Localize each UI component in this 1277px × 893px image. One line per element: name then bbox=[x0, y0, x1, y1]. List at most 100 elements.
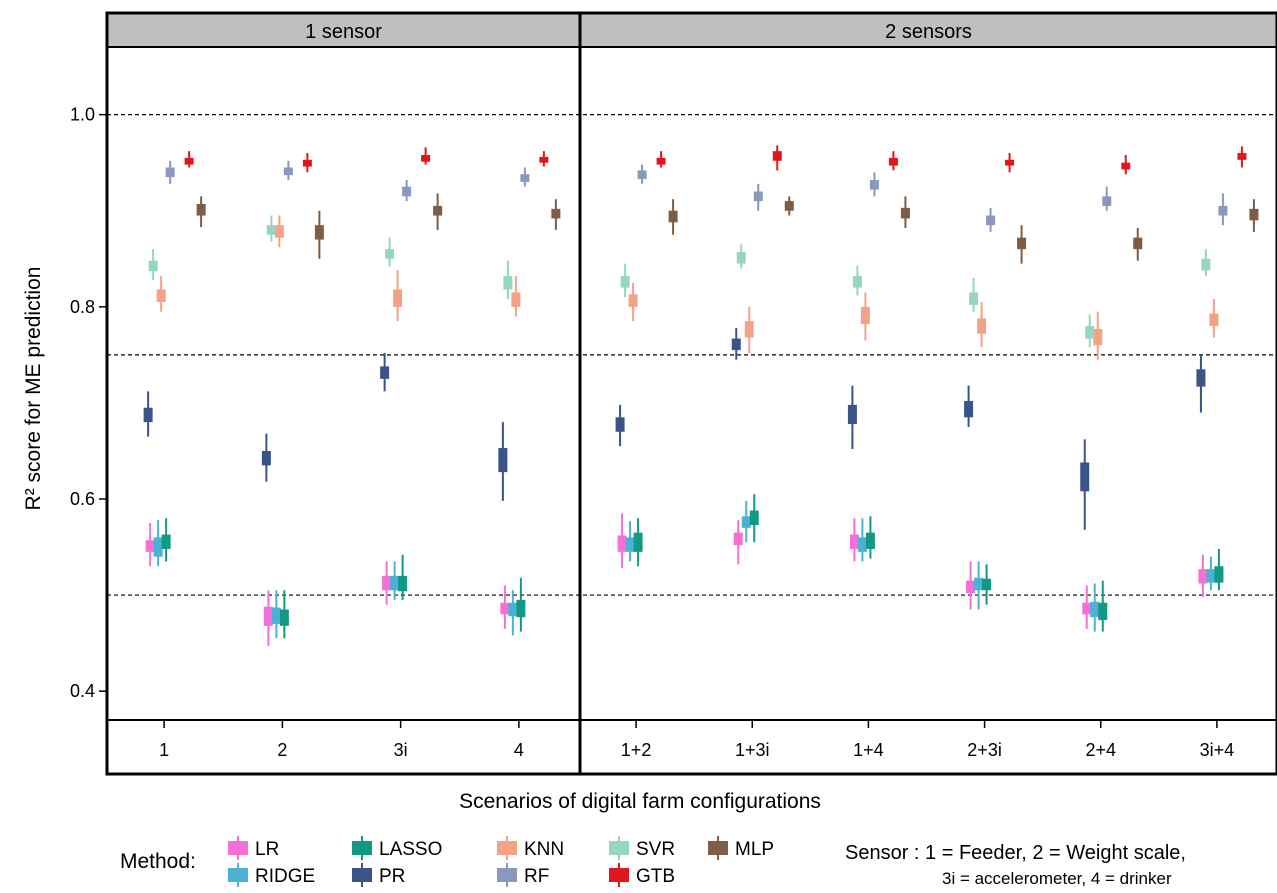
box-lr bbox=[849, 534, 859, 549]
legend-label: SVR bbox=[636, 839, 675, 860]
box-lasso bbox=[161, 534, 171, 549]
box-pr bbox=[498, 448, 508, 473]
box-pr bbox=[847, 404, 857, 425]
box-lasso bbox=[1098, 602, 1108, 621]
box-knn bbox=[977, 318, 987, 334]
box-ridge bbox=[974, 577, 984, 591]
box-ridge bbox=[508, 602, 518, 617]
box-ridge bbox=[1090, 601, 1100, 618]
x-tick-label: 2 bbox=[277, 740, 287, 760]
box-pr bbox=[1196, 369, 1206, 387]
box-ridge bbox=[390, 575, 400, 591]
box-svr bbox=[852, 276, 862, 288]
axes: 1 2 3i 4 1+2 1+3i 1+4 2+3i 2+4 3i+4 0.4 0.6 0.8 1.0 R²… bbox=[22, 105, 1234, 813]
box-knn bbox=[628, 294, 638, 307]
box-svr bbox=[503, 276, 513, 290]
legend-key-box bbox=[497, 868, 517, 882]
y-axis-title: R² score for ME prediction bbox=[22, 267, 45, 511]
box-svr bbox=[1201, 258, 1211, 271]
y-tick-label: 0.8 bbox=[70, 297, 95, 317]
facet-panels: 1 sensor 2 sensors bbox=[105, 11, 1277, 776]
box-lr bbox=[500, 602, 510, 615]
box-lasso bbox=[279, 609, 289, 626]
box-svr bbox=[969, 292, 979, 305]
panel-strip bbox=[580, 13, 1277, 47]
box-mlp bbox=[668, 210, 678, 223]
box-knn bbox=[1093, 328, 1103, 346]
box-mlp bbox=[314, 225, 324, 240]
box-svr bbox=[736, 252, 746, 264]
box-knn bbox=[274, 225, 284, 238]
box-ridge bbox=[271, 607, 281, 624]
box-rf bbox=[1218, 205, 1228, 216]
reference-lines bbox=[107, 114, 1277, 596]
box-pr bbox=[261, 450, 271, 466]
box-mlp bbox=[1249, 208, 1259, 221]
box-svr bbox=[148, 260, 158, 272]
box-lr bbox=[1198, 569, 1208, 584]
box-mlp bbox=[784, 201, 794, 211]
box-pr bbox=[143, 407, 153, 423]
x-tick-label: 3i+4 bbox=[1200, 740, 1235, 760]
box-lr bbox=[1082, 602, 1092, 615]
box-svr bbox=[385, 249, 395, 259]
panel-strip bbox=[107, 13, 580, 47]
box-mlp bbox=[433, 205, 443, 216]
box-rf bbox=[1102, 196, 1112, 206]
box-svr bbox=[1085, 326, 1095, 339]
box-gtb bbox=[888, 157, 898, 166]
box-knn bbox=[511, 292, 521, 307]
box-mlp bbox=[1017, 237, 1027, 250]
box-pr bbox=[380, 366, 390, 379]
x-tick-label: 1+2 bbox=[621, 740, 652, 760]
x-tick-label: 4 bbox=[514, 740, 524, 760]
box-knn bbox=[1209, 313, 1219, 327]
legend-key-box bbox=[228, 868, 248, 882]
x-tick-label: 1+4 bbox=[853, 740, 884, 760]
box-ridge bbox=[625, 537, 635, 552]
panel-strip-label: 2 sensors bbox=[885, 21, 972, 43]
panel-frame bbox=[105, 11, 582, 776]
box-rf bbox=[165, 167, 175, 178]
legend-label: MLP bbox=[735, 839, 774, 860]
box-pr bbox=[964, 400, 974, 418]
y-tick-label: 0.4 bbox=[70, 681, 95, 701]
box-rf bbox=[637, 170, 647, 180]
box-gtb bbox=[184, 157, 194, 165]
box-gtb bbox=[1121, 162, 1131, 170]
box-lasso bbox=[516, 599, 526, 618]
box-rf bbox=[753, 191, 763, 202]
box-rf bbox=[402, 186, 412, 197]
x-tick-label: 2+4 bbox=[1085, 740, 1116, 760]
legend-label: PR bbox=[379, 866, 405, 887]
box-ridge bbox=[153, 537, 163, 557]
box-pr bbox=[615, 417, 625, 432]
box-ridge bbox=[741, 516, 751, 528]
box-knn bbox=[393, 289, 403, 307]
box-rf bbox=[283, 167, 293, 176]
box-pr bbox=[1080, 462, 1090, 492]
legend-label: KNN bbox=[524, 839, 564, 860]
legend: Method: LR RIDGE LASSO PR KNN RF SVR GTB MLP Senso… bbox=[120, 836, 1186, 888]
legend-title: Method: bbox=[120, 850, 196, 873]
legend-label: GTB bbox=[636, 866, 675, 887]
box-gtb bbox=[539, 156, 549, 163]
legend-key-box bbox=[497, 841, 517, 855]
y-tick-label: 0.6 bbox=[70, 489, 95, 509]
box-lasso bbox=[633, 532, 643, 552]
legend-key-box bbox=[352, 841, 372, 855]
box-rf bbox=[986, 215, 996, 226]
box-gtb bbox=[302, 159, 312, 167]
x-axis-title: Scenarios of digital farm configurations bbox=[459, 790, 821, 813]
box-lasso bbox=[865, 532, 875, 549]
box-lasso bbox=[398, 575, 408, 592]
legend-key-box bbox=[708, 841, 728, 855]
box-mlp bbox=[196, 204, 206, 216]
box-lr bbox=[617, 535, 627, 552]
x-tick-label: 1 bbox=[159, 740, 169, 760]
box-marks bbox=[143, 145, 1259, 647]
box-gtb bbox=[772, 151, 782, 161]
legend-key-box bbox=[352, 868, 372, 882]
